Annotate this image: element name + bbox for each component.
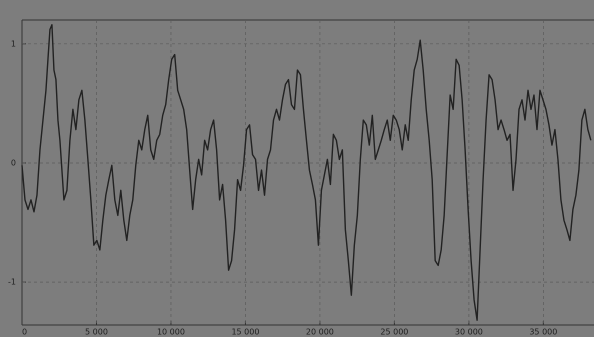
x-tick-label: 5 000	[85, 328, 108, 337]
x-tick-label: 0	[22, 328, 27, 337]
x-tick-label: 25 000	[380, 328, 408, 337]
x-tick-label: 15 000	[231, 328, 259, 337]
x-tick-label: 35 000	[529, 328, 557, 337]
y-tick-label: 0	[11, 158, 16, 167]
signal-line	[21, 24, 592, 321]
x-tick-label: 20 000	[306, 328, 334, 337]
y-tick-label: -1	[8, 278, 16, 287]
y-tick-label: 1	[11, 39, 16, 48]
x-tick-label: 10 000	[157, 328, 185, 337]
x-tick-label: 30 000	[455, 328, 483, 337]
